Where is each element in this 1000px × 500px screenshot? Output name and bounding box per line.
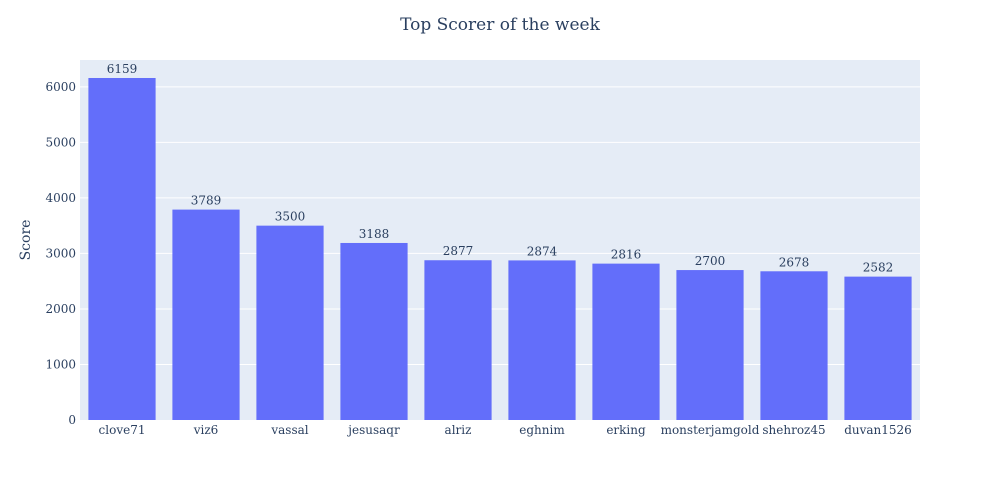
y-tick-label: 4000: [45, 191, 76, 205]
data-label: 2700: [695, 254, 726, 268]
x-tick-label: erking: [606, 423, 646, 437]
y-tick-label: 0: [68, 413, 76, 427]
y-axis-ticks: 0 1000 2000 3000 4000 5000 6000: [45, 80, 76, 427]
bar-shehroz45[interactable]: [760, 271, 828, 420]
x-tick-label: jesusaqr: [346, 423, 400, 437]
data-label: 2816: [611, 248, 642, 262]
y-tick-label: 5000: [45, 135, 76, 149]
data-label: 3500: [275, 210, 306, 224]
bar-duvan1526[interactable]: [844, 276, 912, 420]
data-label: 2877: [443, 244, 474, 258]
x-axis-ticks: clove71 viz6 vassal jesusaqr alriz eghnim erki…: [99, 423, 912, 437]
bar-eghnim[interactable]: [508, 260, 576, 420]
data-label: 2582: [863, 261, 894, 275]
x-tick-label: duvan1526: [844, 423, 912, 437]
chart-title: Top Scorer of the week: [400, 15, 601, 35]
x-tick-label: monsterjamgold: [661, 423, 760, 437]
bar-erking[interactable]: [592, 263, 660, 420]
data-label: 2874: [527, 244, 558, 258]
data-label: 3188: [359, 227, 390, 241]
y-tick-label: 2000: [45, 302, 76, 316]
data-label: 3789: [191, 194, 222, 208]
data-label: 2678: [779, 255, 810, 269]
x-tick-label: clove71: [99, 423, 146, 437]
bars: 6159 3789 3500 3188 2877 2874 2816 2700 2678 2582: [88, 62, 912, 420]
bar-viz6[interactable]: [172, 209, 240, 420]
x-tick-label: alriz: [445, 423, 472, 437]
x-tick-label: eghnim: [519, 423, 565, 437]
y-tick-label: 6000: [45, 80, 76, 94]
bar-vassal[interactable]: [256, 225, 324, 420]
x-tick-label: shehroz45: [762, 423, 825, 437]
x-tick-label: vassal: [270, 423, 308, 437]
y-axis-title: Score: [18, 220, 34, 261]
bar-monsterjamgold[interactable]: [676, 270, 744, 420]
bar-alriz[interactable]: [424, 260, 492, 420]
y-tick-label: 1000: [45, 357, 76, 371]
bar-clove71[interactable]: [88, 77, 156, 420]
y-tick-label: 3000: [45, 246, 76, 260]
data-label: 6159: [107, 62, 138, 76]
bar-jesusaqr[interactable]: [340, 242, 408, 420]
x-tick-label: viz6: [193, 423, 219, 437]
